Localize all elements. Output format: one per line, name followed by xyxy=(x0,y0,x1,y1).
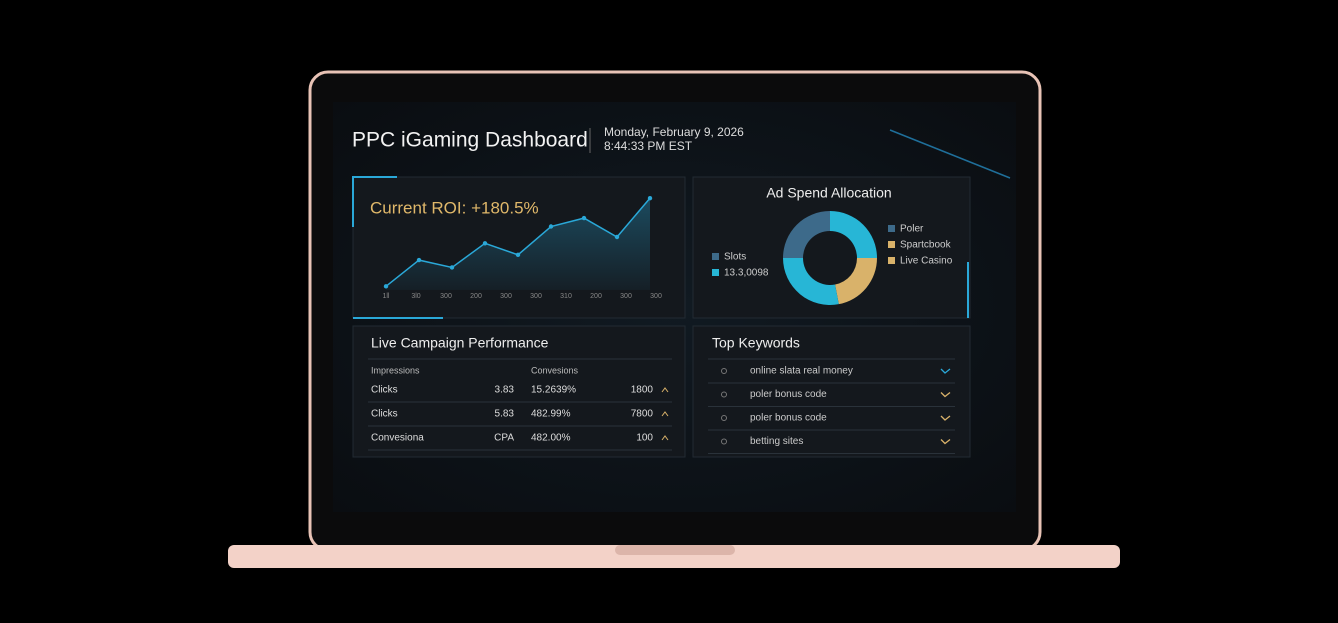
trend-icon xyxy=(661,411,669,417)
legend-label: Poler xyxy=(900,224,924,235)
check-icon xyxy=(940,391,951,398)
roi-point xyxy=(383,284,389,289)
cell: 15.2639% xyxy=(531,385,576,396)
cell: CPA xyxy=(494,433,514,444)
x-tick-label: 200 xyxy=(590,293,602,300)
keyword: online slata real money xyxy=(750,366,853,377)
roi-title: Current ROI: +180.5% xyxy=(370,198,539,217)
x-tick-label: 200 xyxy=(470,293,482,300)
keywords-title: Top Keywords xyxy=(712,335,800,351)
x-tick-label: 300 xyxy=(500,293,512,300)
cell: 7800 xyxy=(631,409,654,420)
decor xyxy=(889,129,1011,179)
column-header: Impressions xyxy=(371,365,420,375)
cell: 3.83 xyxy=(495,385,515,396)
time: 8:44:33 PM EST xyxy=(604,139,693,153)
legend-swatch xyxy=(712,253,719,260)
trend-icon xyxy=(661,387,669,393)
legend-label: Slots xyxy=(724,252,746,263)
legend-swatch xyxy=(712,269,719,276)
trend-icon xyxy=(661,435,669,441)
x-tick-label: 300 xyxy=(530,293,542,300)
allocation-title: Ad Spend Allocation xyxy=(766,185,891,201)
x-tick-label: 310 xyxy=(560,293,572,300)
cell: 482.00% xyxy=(531,433,571,444)
legend-swatch xyxy=(888,241,895,248)
cell: 1800 xyxy=(631,385,654,396)
roi-point xyxy=(614,234,620,240)
roi-point xyxy=(581,215,587,221)
legend-swatch xyxy=(888,225,895,232)
roi-point xyxy=(515,252,521,258)
roi-point xyxy=(548,224,554,229)
legend-label: Spartcbook xyxy=(900,240,952,251)
keyword: poler bonus code xyxy=(750,413,827,424)
keyword: poler bonus code xyxy=(750,389,827,400)
date: Monday, February 9, 2026 xyxy=(604,125,744,139)
bullet xyxy=(721,368,727,374)
campaign-panel xyxy=(352,325,686,458)
check-icon xyxy=(940,438,951,445)
check-icon xyxy=(940,415,951,421)
keyword: betting sites xyxy=(750,436,803,447)
title: PPC iGaming Dashboard xyxy=(352,129,588,152)
donut-slice xyxy=(783,211,830,258)
check-icon xyxy=(940,368,951,374)
column-header: Convesions xyxy=(531,365,579,375)
donut-slice xyxy=(830,211,877,258)
x-tick-label: 300 xyxy=(440,293,452,300)
base xyxy=(228,545,1120,568)
x-tick-label: 3l0 xyxy=(411,293,420,300)
cell: Convesiona xyxy=(371,433,424,444)
roi-point xyxy=(647,195,653,201)
keywords-panel xyxy=(692,325,971,458)
x-tick-label: 300 xyxy=(620,293,632,300)
legend-label: Live Casino xyxy=(900,256,953,267)
roi-point xyxy=(416,257,422,263)
donut-slice xyxy=(783,258,839,305)
bullet xyxy=(721,415,727,421)
cell: Clicks xyxy=(371,409,398,420)
legend-swatch xyxy=(888,257,895,264)
legend-label: 13.3,0098 xyxy=(724,268,769,279)
notch xyxy=(615,545,735,555)
campaign-title: Live Campaign Performance xyxy=(371,335,549,351)
bullet xyxy=(721,391,727,398)
x-tick-label: 1ll xyxy=(382,293,389,300)
cell: 5.83 xyxy=(495,409,515,420)
roi-point xyxy=(482,241,488,246)
x-tick-label: 300 xyxy=(650,293,662,300)
roi-area xyxy=(386,198,650,290)
roi-point xyxy=(449,265,455,270)
accent xyxy=(352,176,443,319)
cell: 482.99% xyxy=(531,409,571,420)
cell: 100 xyxy=(636,433,653,444)
cell: Clicks xyxy=(371,385,398,396)
donut-slice xyxy=(835,258,877,305)
bullet xyxy=(721,438,727,445)
